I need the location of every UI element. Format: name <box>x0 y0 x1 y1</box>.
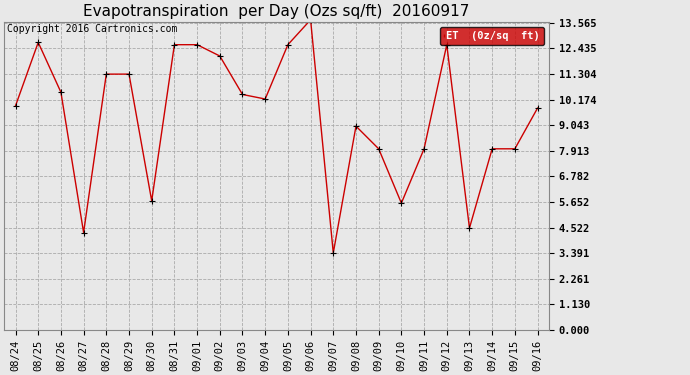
Legend: ET  (0z/sq  ft): ET (0z/sq ft) <box>440 27 544 45</box>
Title: Evapotranspiration  per Day (Ozs sq/ft)  20160917: Evapotranspiration per Day (Ozs sq/ft) 2… <box>83 4 470 19</box>
Text: Copyright 2016 Cartronics.com: Copyright 2016 Cartronics.com <box>7 24 177 34</box>
